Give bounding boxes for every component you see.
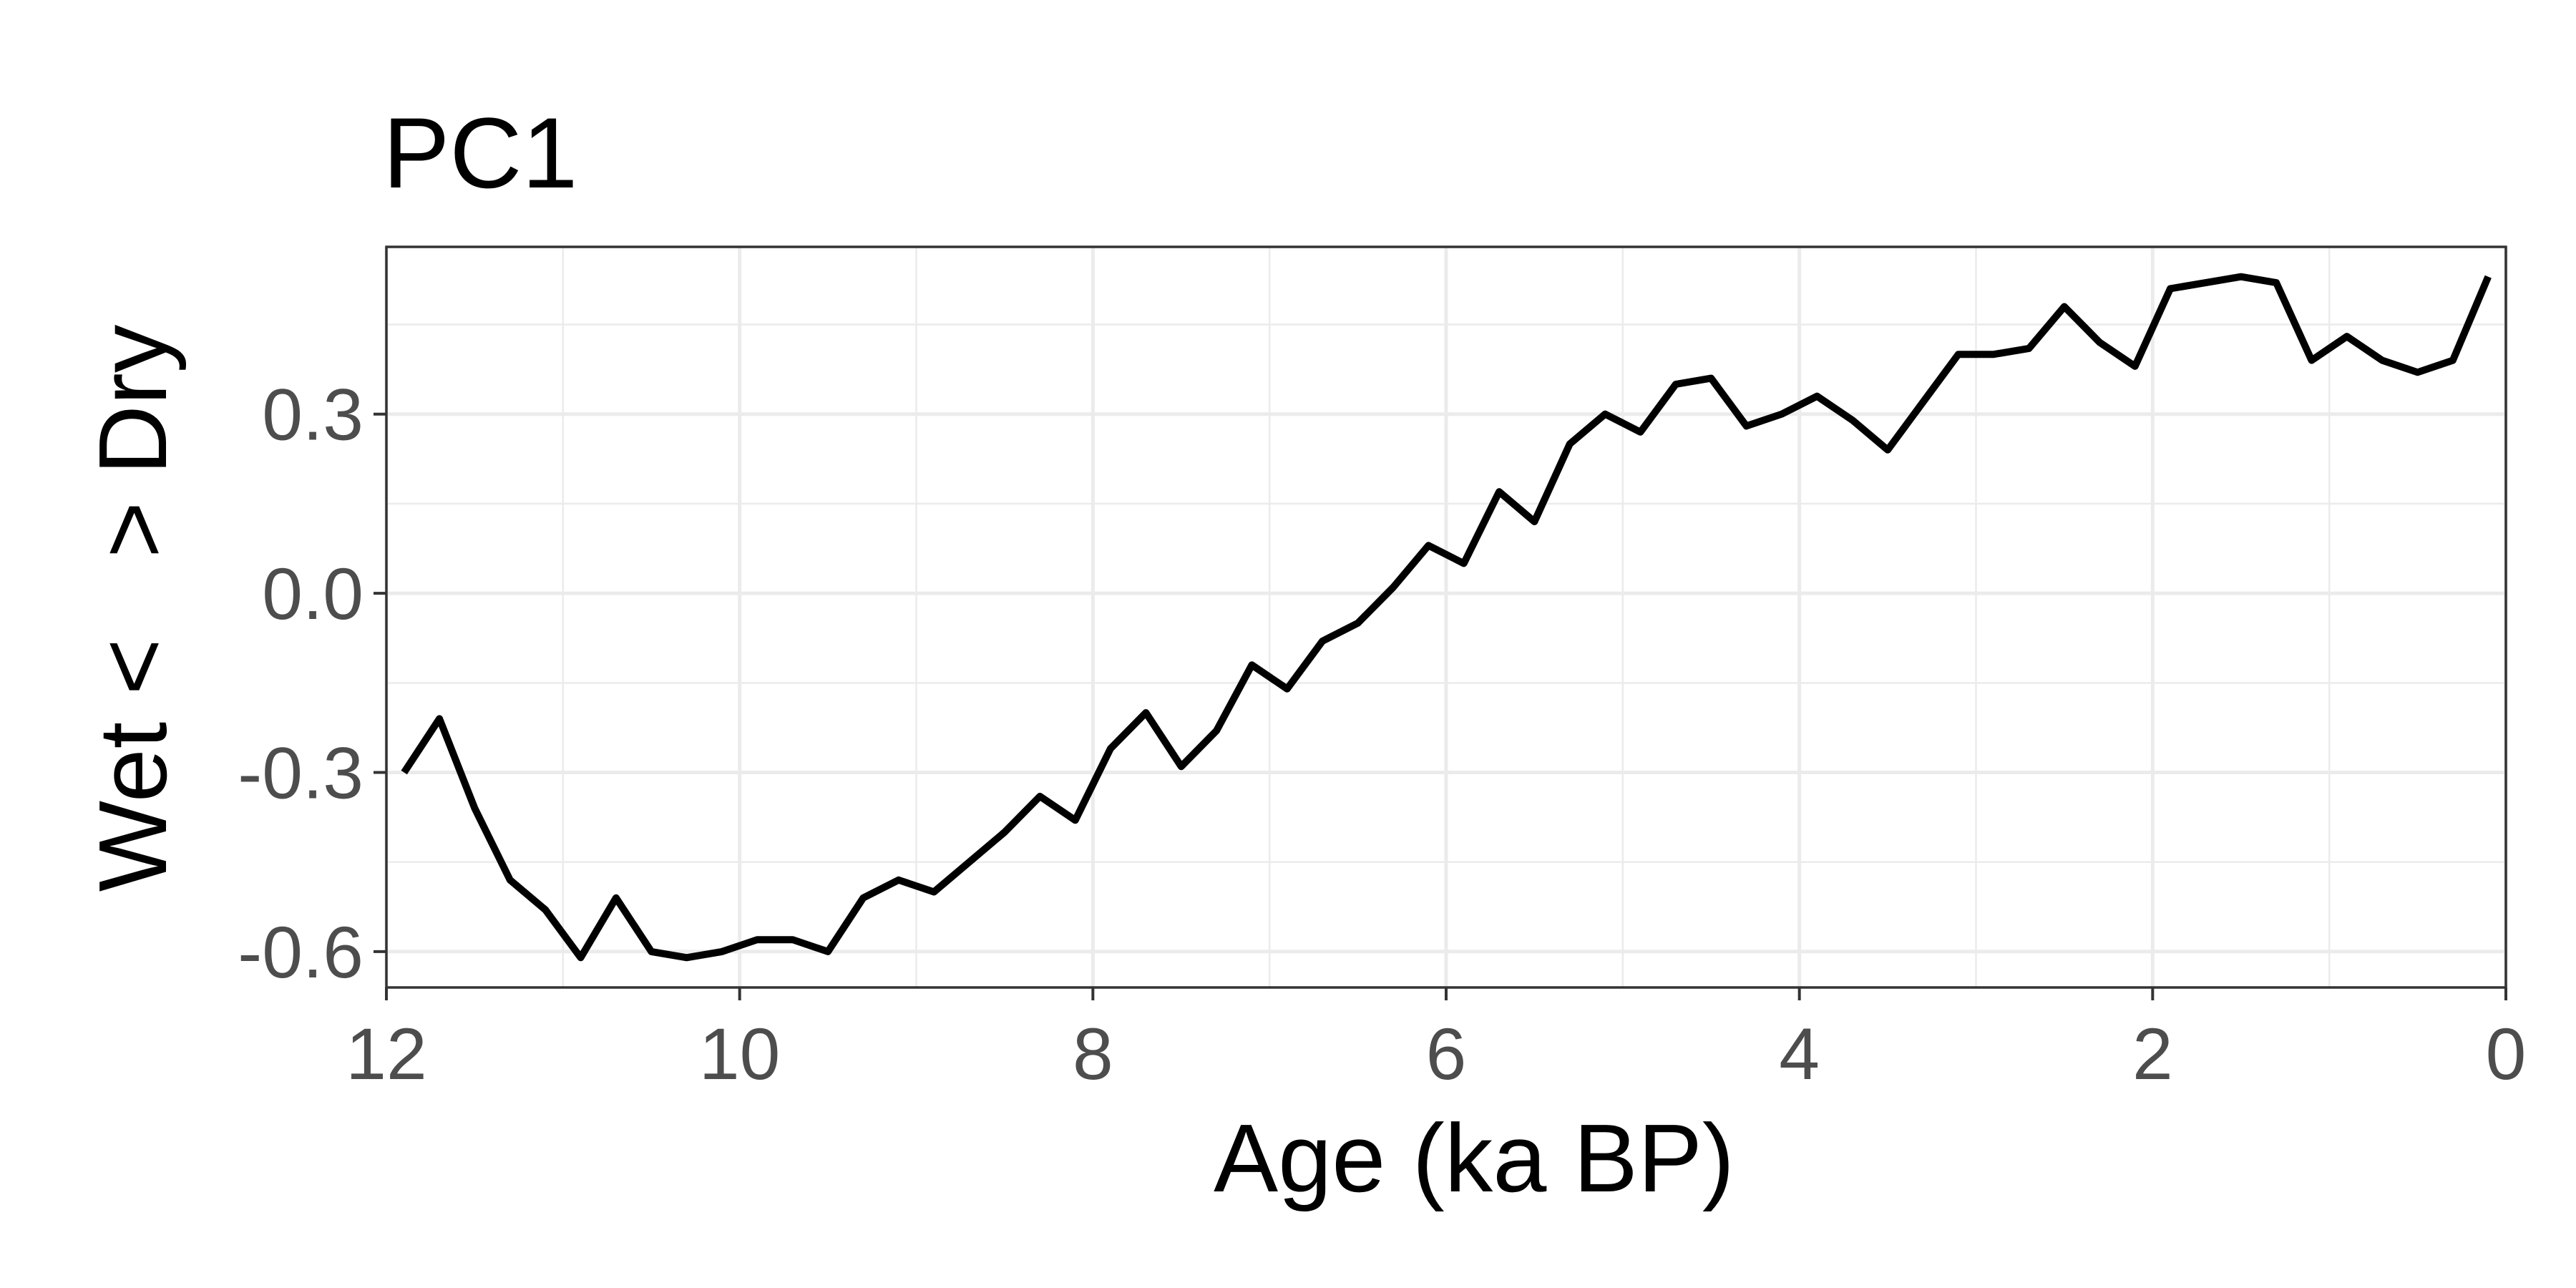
y-tick-label: -0.6: [238, 912, 364, 993]
y-axis-title: Wet < > Dry: [79, 324, 187, 892]
x-tick-label: 2: [2132, 1013, 2173, 1095]
x-tick-label: 10: [699, 1013, 780, 1095]
x-axis-title: Age (ka BP): [1214, 1104, 1735, 1212]
x-tick-label: 6: [1426, 1013, 1467, 1095]
x-tick-label: 4: [1779, 1013, 1820, 1095]
x-axis-ticks: 12 10 8 6 4 2 0: [346, 987, 2526, 1095]
y-tick-label: -0.3: [238, 733, 364, 814]
x-tick-label: 12: [346, 1013, 426, 1095]
chart-title: PC1: [383, 97, 577, 209]
y-axis-ticks: -0.6 -0.3 0.0 0.3: [238, 374, 386, 993]
pc1-series-line: [401, 273, 2492, 962]
y-tick-label: 0.0: [262, 553, 364, 635]
y-tick-label: 0.3: [262, 374, 364, 456]
x-tick-label: 8: [1073, 1013, 1113, 1095]
x-tick-label: 0: [2486, 1013, 2527, 1095]
